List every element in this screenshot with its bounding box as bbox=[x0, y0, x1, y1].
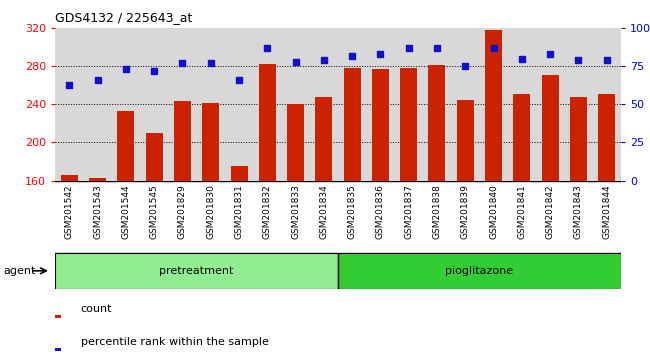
Text: pretreatment: pretreatment bbox=[159, 266, 234, 276]
Point bbox=[318, 57, 329, 63]
Bar bbox=[259, 64, 276, 181]
Point bbox=[92, 77, 103, 83]
Point bbox=[205, 61, 216, 66]
Text: GSM201543: GSM201543 bbox=[93, 184, 102, 239]
Text: GSM201840: GSM201840 bbox=[489, 184, 498, 239]
Point bbox=[121, 67, 131, 72]
Bar bbox=[55, 348, 61, 351]
Bar bbox=[146, 133, 162, 181]
Text: agent: agent bbox=[3, 266, 36, 276]
Bar bbox=[61, 175, 78, 181]
Text: GSM201842: GSM201842 bbox=[545, 184, 554, 239]
Bar bbox=[174, 101, 191, 181]
Point bbox=[404, 45, 414, 51]
Bar bbox=[344, 68, 361, 181]
Point bbox=[375, 51, 385, 57]
Point bbox=[262, 45, 272, 51]
Bar bbox=[287, 104, 304, 181]
Text: GSM201830: GSM201830 bbox=[206, 184, 215, 239]
Point bbox=[460, 64, 471, 69]
Bar bbox=[457, 100, 474, 181]
Point bbox=[234, 77, 244, 83]
Point bbox=[149, 68, 159, 74]
Text: GSM201833: GSM201833 bbox=[291, 184, 300, 239]
Text: GSM201835: GSM201835 bbox=[348, 184, 357, 239]
Text: GSM201839: GSM201839 bbox=[461, 184, 470, 239]
Text: GSM201542: GSM201542 bbox=[65, 184, 74, 239]
Point bbox=[64, 82, 75, 87]
Point bbox=[177, 61, 188, 66]
Point bbox=[517, 56, 527, 62]
Text: GDS4132 / 225643_at: GDS4132 / 225643_at bbox=[55, 11, 192, 24]
Bar bbox=[338, 253, 621, 289]
Point bbox=[488, 45, 499, 51]
Bar bbox=[118, 111, 135, 181]
Bar bbox=[55, 315, 61, 318]
Text: GSM201834: GSM201834 bbox=[319, 184, 328, 239]
Text: GSM201843: GSM201843 bbox=[574, 184, 583, 239]
Point bbox=[545, 51, 555, 57]
Bar bbox=[598, 94, 615, 181]
Bar bbox=[428, 65, 445, 181]
Bar bbox=[89, 178, 106, 181]
Text: GSM201837: GSM201837 bbox=[404, 184, 413, 239]
Text: GSM201832: GSM201832 bbox=[263, 184, 272, 239]
Text: GSM201829: GSM201829 bbox=[178, 184, 187, 239]
Text: GSM201836: GSM201836 bbox=[376, 184, 385, 239]
Point bbox=[573, 57, 584, 63]
Point bbox=[291, 59, 301, 65]
Text: percentile rank within the sample: percentile rank within the sample bbox=[81, 337, 268, 347]
Point bbox=[347, 53, 358, 58]
Bar bbox=[202, 103, 219, 181]
Bar bbox=[315, 97, 332, 181]
Bar bbox=[485, 30, 502, 181]
Bar bbox=[514, 94, 530, 181]
Text: GSM201545: GSM201545 bbox=[150, 184, 159, 239]
Text: count: count bbox=[81, 304, 112, 314]
Bar bbox=[372, 69, 389, 181]
Bar bbox=[55, 253, 338, 289]
Bar bbox=[231, 166, 248, 181]
Point bbox=[432, 45, 442, 51]
Text: GSM201838: GSM201838 bbox=[432, 184, 441, 239]
Bar bbox=[400, 68, 417, 181]
Text: GSM201844: GSM201844 bbox=[602, 184, 611, 239]
Text: pioglitazone: pioglitazone bbox=[445, 266, 514, 276]
Text: GSM201831: GSM201831 bbox=[235, 184, 244, 239]
Bar bbox=[570, 97, 587, 181]
Text: GSM201841: GSM201841 bbox=[517, 184, 526, 239]
Text: GSM201544: GSM201544 bbox=[122, 184, 131, 239]
Point bbox=[601, 57, 612, 63]
Bar bbox=[541, 75, 558, 181]
